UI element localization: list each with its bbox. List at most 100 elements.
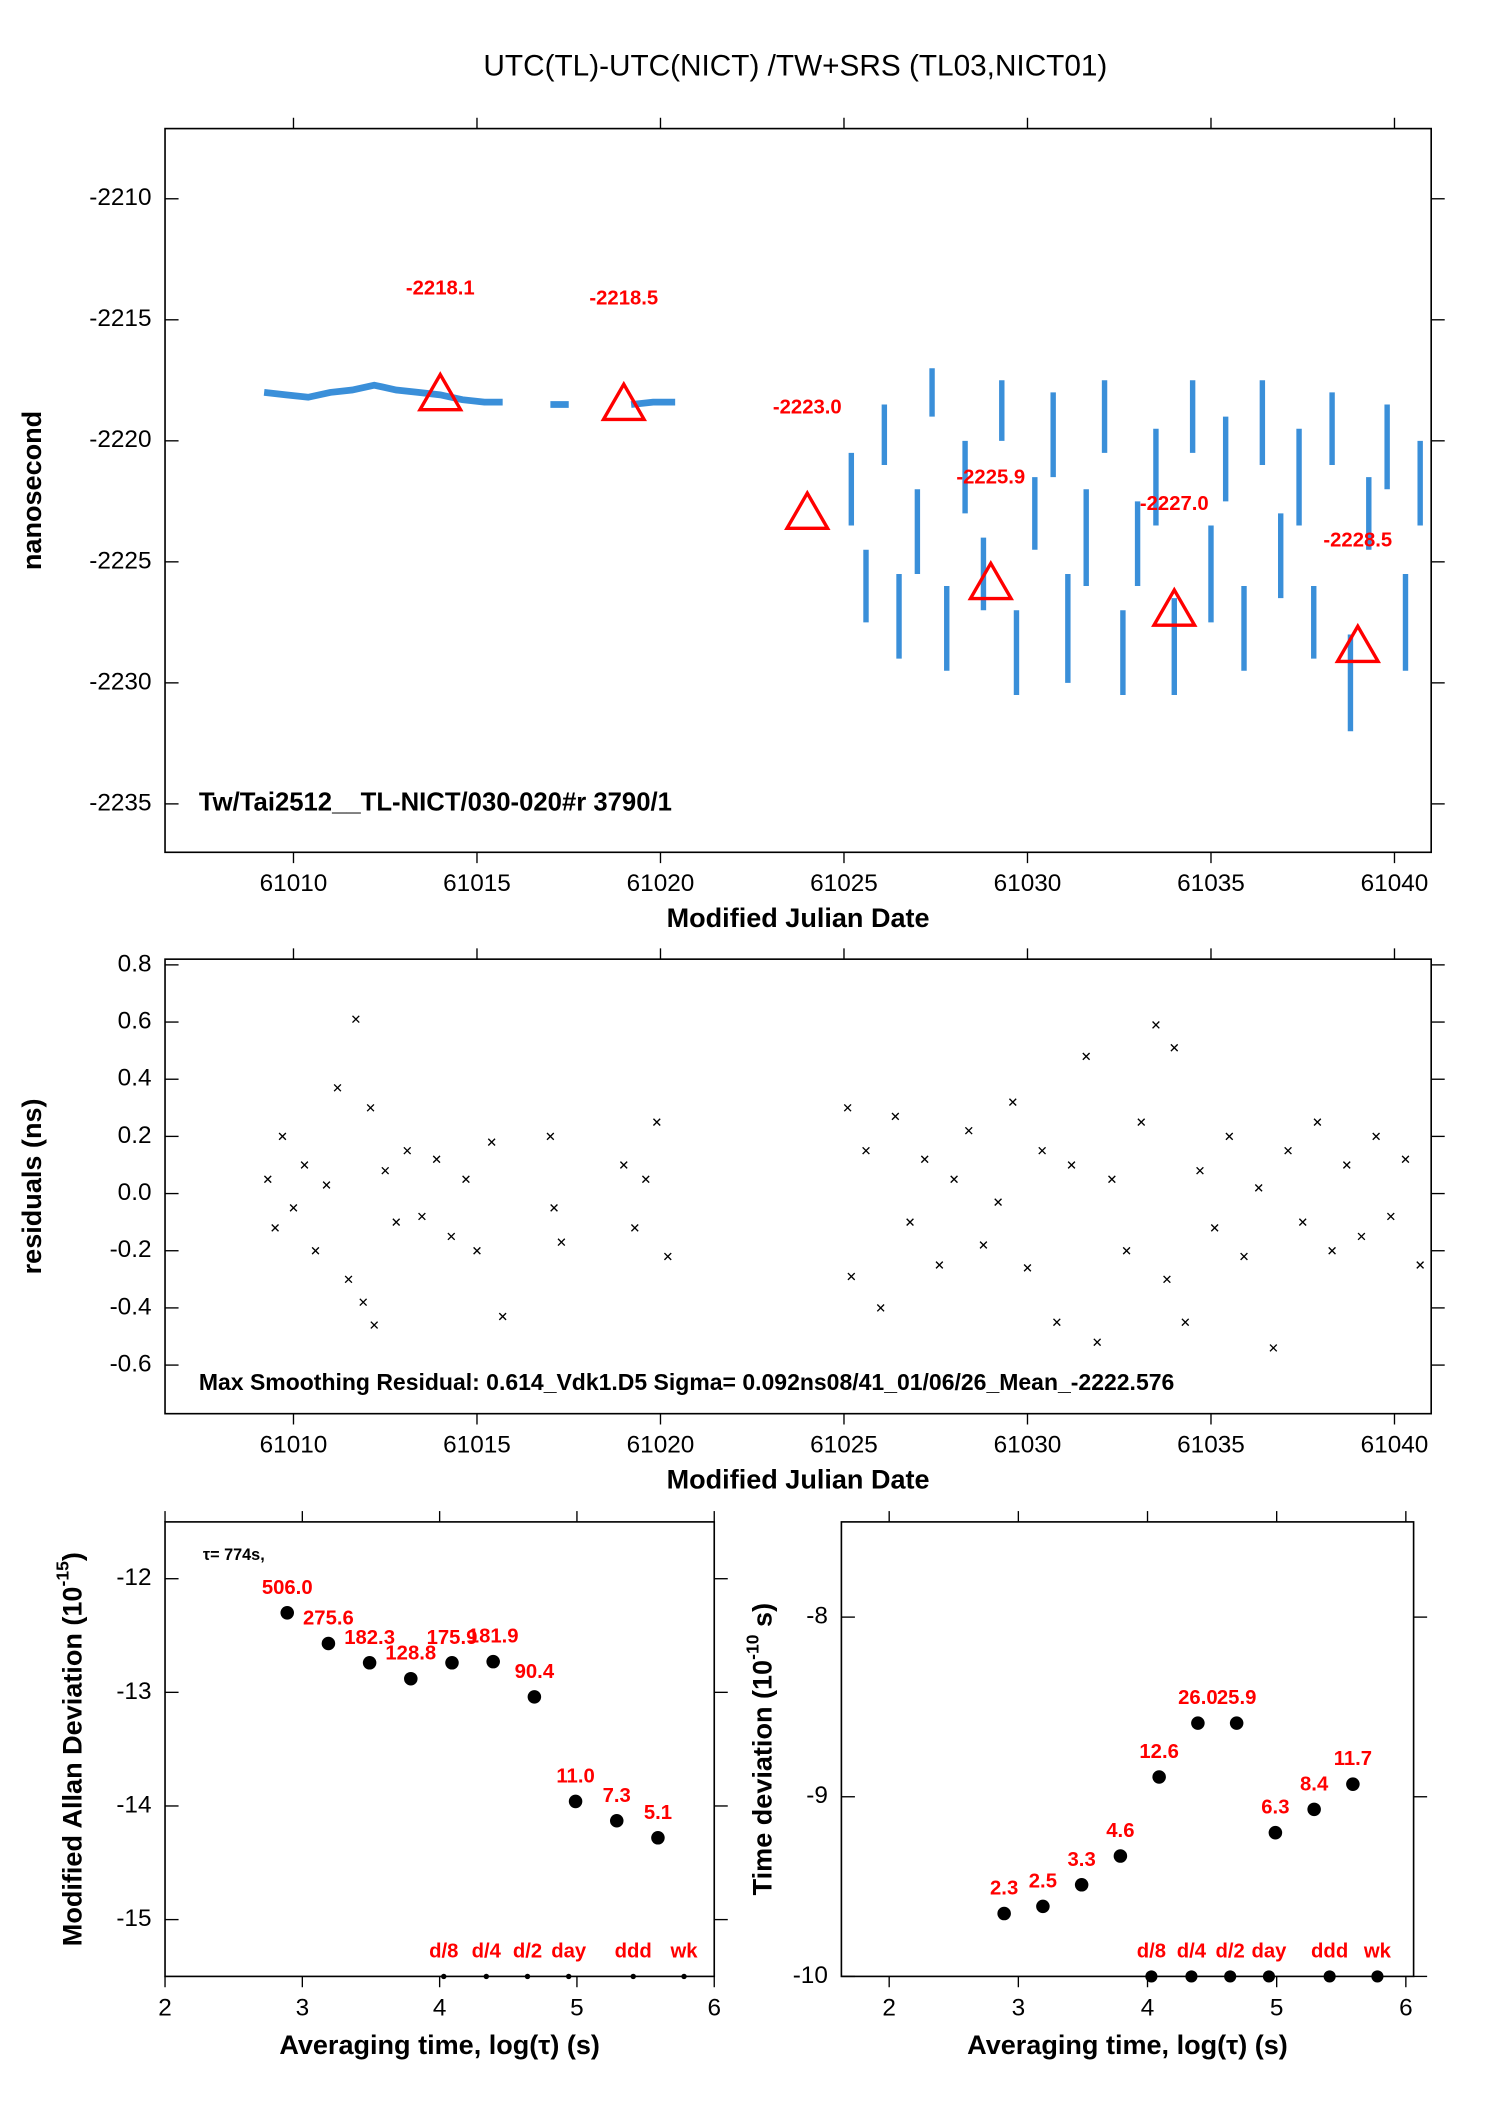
annotation: τ= 774s, (203, 1546, 265, 1564)
data-point (950, 1175, 958, 1184)
data-point (568, 1794, 583, 1809)
x-axis-label: Averaging time, log(τ) (s) (967, 2030, 1288, 2060)
annotation: Max Smoothing Residual: 0.614_Vdk1.D5 Si… (199, 1369, 1174, 1395)
period-marker (630, 1973, 636, 1980)
period-marker (483, 1973, 490, 1980)
marker-label: -2228.5 (1323, 529, 1392, 551)
point-label: 175.9 (427, 1627, 478, 1649)
data-point (1038, 1146, 1047, 1155)
data-point (1036, 1899, 1050, 1914)
data-point (404, 1671, 418, 1686)
y-axis-label-tail: ) (58, 1552, 88, 1561)
x-tick-label: 61015 (443, 1432, 511, 1459)
data-point (1346, 1777, 1360, 1791)
plot-frame (840, 1521, 1415, 1978)
data-point (333, 1083, 342, 1092)
point-label: 2.3 (990, 1878, 1018, 1900)
y-axis-label-text: Modified Allan Deviation (10 (58, 1587, 88, 1947)
data-point (1254, 1183, 1263, 1192)
x-tick-label: 61035 (1177, 870, 1245, 897)
y-axis-label-tail: s) (747, 1603, 777, 1635)
period-label: d/8 (1137, 1940, 1166, 1962)
data-point (311, 1246, 320, 1255)
data-point (1152, 1770, 1166, 1784)
data-point (1163, 1275, 1171, 1284)
marker-triangle (1151, 586, 1198, 627)
x-tick-label: 5 (570, 1994, 584, 2021)
data-point (663, 1252, 672, 1261)
data-point (1416, 1261, 1425, 1269)
point-label: 6.3 (1261, 1797, 1289, 1819)
data-point (994, 1198, 1002, 1207)
data-point (1023, 1264, 1032, 1272)
data-point (1122, 1246, 1131, 1255)
data-point (403, 1146, 412, 1155)
x-tick-label: 3 (296, 1994, 310, 2021)
data-point (1137, 1118, 1146, 1126)
x-tick-label: 61035 (1177, 1432, 1245, 1459)
data-point (1196, 1166, 1204, 1175)
data-point (1357, 1232, 1366, 1241)
point-label: 7.3 (603, 1785, 631, 1807)
y-tick-label: -0.2 (110, 1236, 152, 1263)
period-label: day (1251, 1940, 1287, 1962)
y-tick-label: -13 (116, 1678, 151, 1705)
point-label: 26.0 (1178, 1687, 1217, 1709)
data-point (651, 1831, 665, 1845)
y-tick-label: 0.6 (118, 1007, 152, 1034)
marker-label: -2218.1 (406, 278, 475, 300)
y-tick-label: 0.2 (118, 1122, 152, 1149)
point-label: 128.8 (385, 1643, 436, 1665)
y-tick-label: -15 (116, 1905, 151, 1932)
point-label: 8.4 (1300, 1773, 1329, 1795)
x-tick-label: 2 (882, 1994, 896, 2021)
data-point (862, 1146, 870, 1155)
data-point (1225, 1132, 1234, 1141)
data-point (1008, 1098, 1017, 1106)
data-point (997, 1906, 1011, 1921)
marker-label: -2223.0 (773, 396, 842, 418)
period-label: wk (1363, 1940, 1392, 1962)
y-tick-label: 0.4 (118, 1065, 152, 1092)
marker-label: -2225.9 (956, 466, 1025, 488)
period-marker (524, 1973, 531, 1980)
x-tick-label: 4 (1141, 1994, 1155, 2021)
data-point (935, 1261, 944, 1269)
data-point (486, 1654, 500, 1669)
data-point (1181, 1318, 1190, 1327)
x-tick-label: 61010 (260, 1432, 328, 1459)
point-label: 11.0 (556, 1765, 594, 1787)
period-label: wk (670, 1940, 699, 1962)
x-tick-label: 61020 (627, 1432, 695, 1459)
y-axis-label-text: nanosecond (17, 411, 47, 570)
data-point (1372, 1132, 1380, 1141)
y-tick-label: -2230 (89, 668, 151, 695)
x-tick-label: 61025 (810, 870, 878, 897)
point-label: 5.1 (644, 1802, 672, 1824)
y-tick-label: -0.4 (110, 1293, 152, 1320)
data-point (1401, 1155, 1410, 1164)
data-point (1093, 1338, 1102, 1347)
point-label: 506.0 (262, 1577, 313, 1599)
x-tick-label: 6 (1399, 1994, 1413, 2021)
y-tick-label: -10 (793, 1962, 828, 1989)
x-tick-label: 3 (1012, 1994, 1026, 2021)
y-axis-label-text: residuals (ns) (17, 1098, 47, 1274)
y-axis-label-exponent: -15 (52, 1561, 72, 1587)
data-point (527, 1690, 542, 1704)
period-marker (1224, 1970, 1237, 1983)
y-tick-label: -2210 (89, 184, 151, 211)
plot-frame (164, 1521, 716, 1978)
period-label: d/2 (513, 1940, 542, 1962)
x-tick-label: 6 (707, 1994, 721, 2021)
period-marker (1185, 1970, 1198, 1983)
x-tick-label: 61025 (810, 1432, 878, 1459)
period-marker (441, 1973, 447, 1980)
data-point (473, 1246, 481, 1255)
point-label: 90.4 (515, 1661, 555, 1683)
x-tick-label: 61030 (994, 1432, 1062, 1459)
data-point (366, 1103, 375, 1112)
period-label: d/2 (1216, 1940, 1245, 1962)
period-marker (1371, 1970, 1384, 1983)
data-point (1328, 1246, 1336, 1255)
